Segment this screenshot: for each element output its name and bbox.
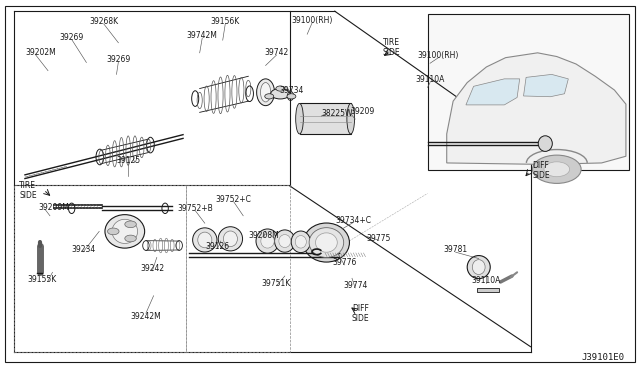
Circle shape: [265, 94, 274, 99]
Ellipse shape: [303, 223, 349, 262]
Text: 39781: 39781: [444, 246, 468, 254]
Bar: [14, 185, 186, 352]
Text: J39101E0: J39101E0: [581, 353, 624, 362]
Text: 39100(RH): 39100(RH): [418, 51, 459, 60]
Ellipse shape: [295, 235, 307, 248]
Text: 39125: 39125: [116, 156, 140, 165]
Text: 39269: 39269: [60, 33, 84, 42]
Text: 39734+C: 39734+C: [335, 216, 371, 225]
Ellipse shape: [347, 103, 355, 134]
Polygon shape: [524, 74, 568, 97]
Ellipse shape: [279, 235, 291, 247]
Ellipse shape: [223, 231, 237, 247]
Ellipse shape: [538, 136, 552, 151]
Text: 39776: 39776: [332, 258, 356, 267]
Text: 39100(RH): 39100(RH): [292, 16, 333, 25]
Text: 39752+B: 39752+B: [177, 204, 213, 213]
Text: 39752+C: 39752+C: [216, 195, 252, 203]
Text: 39268K: 39268K: [89, 17, 118, 26]
Text: TIRE
SIDE: TIRE SIDE: [19, 181, 37, 200]
Text: 39208M: 39208M: [248, 231, 279, 240]
Ellipse shape: [309, 228, 344, 257]
Bar: [428, 14, 629, 170]
Text: 39202M: 39202M: [26, 48, 56, 57]
Ellipse shape: [218, 227, 243, 251]
Text: 39110A: 39110A: [472, 276, 501, 285]
Circle shape: [125, 221, 136, 228]
Text: TIRE
SIDE: TIRE SIDE: [383, 38, 401, 57]
Ellipse shape: [467, 256, 490, 279]
Ellipse shape: [291, 231, 310, 253]
Ellipse shape: [296, 103, 303, 134]
Text: 39742: 39742: [264, 48, 289, 57]
Text: 38225W: 38225W: [321, 109, 353, 118]
Bar: [300, 103, 351, 134]
Text: 39734: 39734: [279, 86, 303, 94]
Ellipse shape: [257, 79, 275, 106]
Text: 39775: 39775: [367, 234, 391, 243]
Circle shape: [276, 86, 285, 91]
Text: 39110A: 39110A: [415, 76, 445, 84]
Ellipse shape: [112, 219, 138, 243]
Text: 39126: 39126: [205, 242, 230, 251]
Text: 39156K: 39156K: [211, 17, 240, 26]
Ellipse shape: [316, 233, 337, 252]
Text: 39751K: 39751K: [262, 279, 291, 288]
Ellipse shape: [472, 260, 485, 275]
Ellipse shape: [275, 230, 295, 252]
Text: 39242M: 39242M: [131, 312, 161, 321]
Text: 39242: 39242: [140, 264, 164, 273]
Ellipse shape: [260, 83, 271, 102]
Ellipse shape: [256, 229, 279, 253]
Text: 39155K: 39155K: [27, 275, 56, 283]
Circle shape: [125, 235, 136, 242]
Bar: [477, 288, 499, 292]
Polygon shape: [447, 53, 626, 164]
Circle shape: [532, 155, 581, 183]
Ellipse shape: [198, 232, 212, 248]
Text: 39234: 39234: [71, 245, 95, 254]
Text: 39742M: 39742M: [187, 31, 218, 40]
Polygon shape: [466, 79, 520, 105]
Circle shape: [108, 228, 119, 235]
Ellipse shape: [271, 89, 290, 99]
Text: DIFF
SIDE: DIFF SIDE: [532, 161, 550, 180]
Bar: [186, 185, 290, 352]
Text: DIFF
SIDE: DIFF SIDE: [352, 304, 370, 323]
Text: 39209M: 39209M: [38, 203, 69, 212]
Text: 39774: 39774: [343, 281, 367, 290]
Circle shape: [544, 162, 570, 177]
Text: 39209: 39209: [351, 107, 375, 116]
Ellipse shape: [193, 228, 217, 252]
Circle shape: [287, 94, 296, 99]
Text: 39269: 39269: [106, 55, 131, 64]
Ellipse shape: [105, 215, 145, 248]
Ellipse shape: [261, 234, 274, 248]
